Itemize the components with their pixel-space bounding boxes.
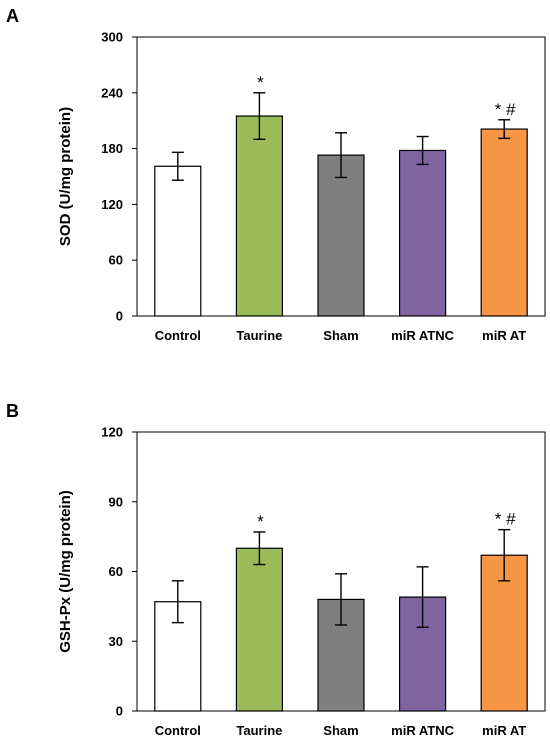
bar	[317, 154, 365, 317]
y-tick-label: 0	[116, 309, 123, 324]
category-label: Sham	[323, 328, 358, 343]
panel-a-chart: A 0 60 120 180 240 300 SOD (U/mg protein) Contro…	[6, 6, 546, 343]
significance-marker: * #	[495, 510, 516, 529]
category-label: Taurine	[236, 723, 282, 738]
bar	[154, 165, 202, 317]
significance-marker: *	[257, 512, 264, 531]
y-tick-label: 120	[101, 197, 123, 212]
bar	[235, 547, 283, 712]
panel-label: A	[6, 6, 19, 26]
y-axis-label: GSH-Px (U/mg protein)	[57, 490, 74, 653]
bar	[235, 115, 283, 317]
y-tick-label: 0	[116, 704, 123, 719]
y-tick-label: 60	[109, 253, 123, 268]
y-tick-label: 30	[109, 634, 123, 649]
category-label: miR AT	[482, 723, 526, 738]
category-label: Control	[155, 328, 201, 343]
category-label: miR ATNC	[391, 328, 454, 343]
category-label: miR ATNC	[391, 723, 454, 738]
significance-marker: *	[257, 73, 264, 92]
bar	[480, 128, 528, 317]
y-axis-label: SOD (U/mg protein)	[57, 107, 74, 246]
y-tick-label: 90	[109, 494, 123, 509]
category-label: Sham	[323, 723, 358, 738]
y-tick-label: 180	[101, 141, 123, 156]
bar	[399, 149, 447, 317]
y-tick-label: 60	[109, 564, 123, 579]
category-label: Control	[155, 723, 201, 738]
panel-label: B	[6, 401, 19, 421]
y-tick-label: 300	[101, 30, 123, 45]
panel-b-chart: B 0 30 60 90 120 GSH-Px (U/mg protein) Control *…	[6, 401, 546, 738]
y-tick-label: 120	[101, 425, 123, 440]
category-label: miR AT	[482, 328, 526, 343]
significance-marker: * #	[495, 100, 516, 119]
y-tick-label: 240	[101, 85, 123, 100]
category-label: Taurine	[236, 328, 282, 343]
